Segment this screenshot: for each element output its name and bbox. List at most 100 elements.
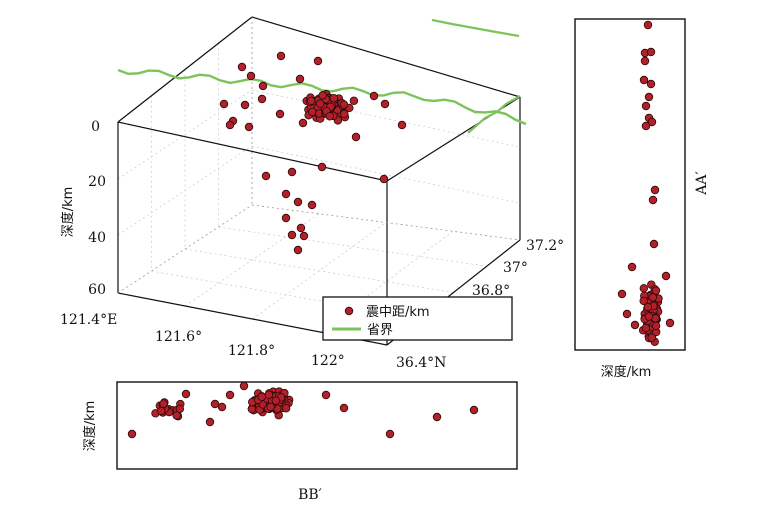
- x-tick-121.6: 121.6°: [155, 329, 202, 345]
- grid-back-wall-1: [251, 145, 521, 204]
- province-border-line: [117, 18, 527, 134]
- z-tick-20: 20: [88, 174, 106, 190]
- box-edge-bottom-back-left: [117, 204, 253, 294]
- 3d-box-frame: [117, 16, 521, 346]
- quake-point-3d: [275, 109, 285, 119]
- aa-profile-points: [617, 20, 675, 346]
- aa-profile-point: [639, 284, 649, 293]
- bb-profile-point: [159, 399, 168, 408]
- quake-point-3d: [258, 81, 268, 91]
- x-tick-121.4: 121.4°E: [60, 312, 117, 328]
- grid-floor-a-3: [218, 226, 487, 267]
- aa-profile-point: [646, 79, 656, 89]
- grid-floor-b-1: [185, 213, 320, 307]
- aa-profile-point: [627, 262, 637, 272]
- box-edge-top-front-left: [117, 121, 388, 182]
- box-edge-top-back-left: [117, 16, 253, 123]
- aa-profile-point: [630, 320, 640, 330]
- quake-point-3d: [281, 213, 291, 223]
- bb-profile-point: [385, 429, 395, 439]
- quake-point-3d: [369, 91, 379, 101]
- legend: 震中距/km 省界: [322, 296, 513, 341]
- aa-profile-point: [639, 296, 648, 306]
- box-edge-bottom-back-right: [251, 204, 521, 241]
- bb-section-label: BB′: [298, 487, 322, 503]
- quake-point-3d: [349, 96, 359, 105]
- aa-profile-point: [641, 101, 651, 111]
- aa-profile-point: [649, 239, 659, 249]
- aa-profile-point: [650, 185, 660, 195]
- quake-point-3d: [287, 167, 297, 177]
- quake-point-3d: [244, 122, 254, 132]
- grid-floor-a-2: [184, 248, 454, 293]
- aa-profile-point: [647, 333, 656, 342]
- aa-section-label: AA′: [694, 171, 710, 195]
- bb-profile-point: [210, 399, 220, 409]
- quake-point-3d: [295, 74, 305, 84]
- aa-profile-point: [641, 323, 651, 333]
- box-edge-top-back-right: [251, 16, 521, 98]
- z-tick-40: 40: [88, 230, 106, 246]
- quake-point-3d: [293, 245, 303, 255]
- aa-profile-point: [643, 302, 653, 312]
- quake-point-3d: [281, 189, 291, 199]
- quake-point-3d: [313, 56, 323, 66]
- x-tick-122: 122°: [311, 353, 345, 369]
- bb-profile-point: [127, 429, 137, 439]
- quake-point-3d: [379, 174, 389, 184]
- quake-point-3d: [246, 71, 256, 81]
- quake-point-3d: [325, 112, 334, 121]
- aa-profile-point: [651, 286, 661, 295]
- quake-point-3d: [380, 99, 390, 109]
- z-tick-60: 60: [88, 282, 106, 298]
- quake-point-3d: [237, 62, 247, 72]
- aa-profile-point: [646, 47, 656, 57]
- bb-depth-label: 深度/km: [82, 401, 98, 452]
- bb-profile-point: [247, 404, 257, 414]
- y-tick-36.4: 36.4°N: [396, 355, 446, 371]
- aa-profile-point: [640, 56, 650, 66]
- quake-point-3d: [339, 100, 349, 109]
- 3d-quake-points: [219, 51, 407, 255]
- bb-profile-point: [225, 390, 235, 400]
- quake-point-3d: [240, 100, 250, 110]
- y-tick-37: 37°: [503, 260, 528, 276]
- quake-point-3d: [296, 223, 306, 233]
- legend-quake-label: 震中距/km: [366, 305, 430, 320]
- aa-profile-point: [622, 309, 632, 319]
- bb-profile-point: [157, 406, 166, 416]
- y-tick-37.2: 37.2°: [526, 238, 564, 254]
- grid-back-wall-0: [251, 89, 521, 148]
- bb-profile-point: [432, 412, 442, 422]
- bb-profile-point: [217, 402, 227, 412]
- quake-point-3d: [308, 107, 317, 117]
- bb-profile-point: [175, 404, 185, 414]
- quake-point-3d: [316, 99, 325, 108]
- z-tick-0: 0: [91, 119, 100, 135]
- bb-profile-point: [266, 402, 275, 412]
- legend-border-label: 省界: [367, 323, 393, 338]
- aa-profile-point: [641, 121, 651, 131]
- aa-profile-point: [643, 20, 653, 30]
- quake-point-3d: [317, 162, 327, 172]
- quake-point-3d: [219, 99, 229, 109]
- quake-point-3d: [287, 230, 297, 240]
- province-border-coast: [467, 95, 521, 134]
- bb-profile-frame: [116, 381, 518, 470]
- bb-profile-point: [469, 405, 479, 415]
- bb-profile-point: [239, 381, 249, 391]
- bb-profile-point: [321, 390, 331, 400]
- quake-point-3d: [276, 51, 286, 61]
- quake-point-3d: [293, 197, 303, 207]
- aa-profile-point: [644, 92, 654, 102]
- quake-point-3d: [307, 200, 317, 210]
- aa-profile-point: [617, 289, 627, 299]
- y-tick-36.8: 36.8°: [472, 283, 510, 299]
- 3d-grid-lines: [117, 43, 521, 333]
- quake-point-3d: [299, 231, 309, 241]
- quake-point-3d: [225, 120, 235, 130]
- quake-point-3d: [397, 120, 407, 130]
- bb-profile-point: [281, 404, 291, 413]
- quake-point-3d: [340, 109, 349, 119]
